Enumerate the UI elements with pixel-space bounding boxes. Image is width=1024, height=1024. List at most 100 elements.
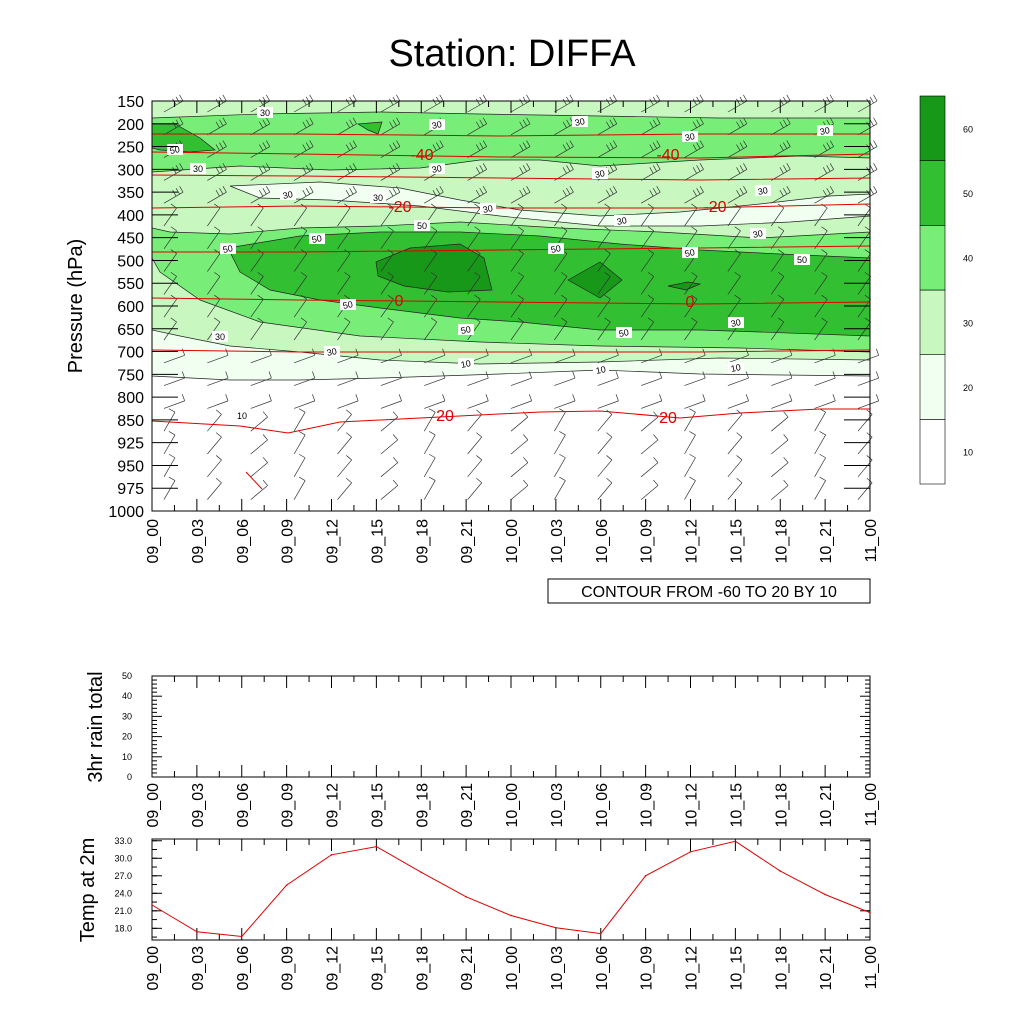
wind-barb: [597, 298, 611, 318]
wind-barb-flag: [517, 203, 524, 209]
wind-barb-flag: [526, 163, 531, 170]
humidity-contour-label: 30: [373, 193, 383, 203]
temperature-point: [734, 840, 737, 843]
wind-barb-flag: [522, 187, 527, 195]
wind-barb-flag: [819, 431, 826, 436]
wind-barb-flag: [869, 187, 874, 195]
wind-barb-flag: [482, 140, 487, 147]
wind-barb-flag: [736, 98, 741, 106]
wind-barb-flag: [606, 98, 611, 106]
temperature-tick-label: 24.0: [114, 888, 132, 898]
wind-barb: [814, 230, 828, 250]
wind-barb: [510, 439, 529, 455]
time-tick-label: 09_12: [325, 783, 342, 828]
contour-labels-layer: 30 30 30 30 30 30 30 30 30 30 30 30 30 30 50 50 50 50 50 50…: [167, 107, 833, 427]
wind-barb: [250, 298, 264, 318]
wind-barb-flag: [349, 165, 354, 172]
wind-barb: [380, 100, 401, 113]
time-tick-label: 10_15: [728, 946, 745, 991]
wind-barb-flag: [257, 272, 264, 277]
wind-barb: [250, 354, 272, 364]
wind-barb: [510, 100, 531, 113]
wind-barb-flag: [265, 117, 271, 124]
wind-barb: [684, 169, 704, 181]
wind-barb-flag: [562, 121, 567, 128]
wind-barb-flag: [829, 163, 834, 170]
humidity-label-bg: [234, 410, 250, 421]
wind-barb-flag: [522, 119, 527, 126]
wind-barb-flag: [170, 226, 177, 232]
wind-barb: [294, 400, 315, 409]
humidity-label-bg: [755, 185, 771, 196]
wind-barb: [554, 207, 568, 227]
wind-barb-flag: [604, 317, 611, 323]
wind-barb-flag: [392, 119, 397, 126]
wind-barb-flag: [522, 142, 527, 149]
wind-barb-flag: [346, 432, 352, 438]
wind-barb-flag: [387, 226, 394, 232]
wind-barb: [857, 146, 878, 158]
wind-barb-flag: [305, 187, 311, 195]
wind-barb-flag: [215, 189, 220, 197]
wind-barb-flag: [692, 144, 697, 151]
time-tick-label: 09_15: [369, 519, 386, 564]
humidity-label-bg: [548, 243, 564, 254]
wind-barb: [771, 191, 791, 204]
wind-barb-flag: [612, 163, 618, 170]
wind-barb: [250, 377, 272, 386]
temperature-point: [465, 895, 467, 898]
time-tick-label: 10_00: [504, 946, 521, 991]
wind-barb-flag: [344, 203, 351, 209]
colorbar-label: 40: [963, 254, 973, 264]
wind-barb: [770, 253, 785, 272]
temperature-contour-line: [151, 151, 871, 159]
humidity-label-bg: [750, 228, 766, 239]
wind-barb: [510, 377, 532, 386]
wind-barb-flag: [526, 117, 531, 124]
wind-barb-flag: [783, 165, 788, 172]
wind-barb-flag: [736, 167, 741, 174]
wind-barb: [467, 276, 481, 295]
wind-barb-flag: [647, 294, 654, 300]
wind-barb: [207, 482, 222, 500]
wind-barb: [337, 100, 357, 113]
wind-barb: [597, 436, 613, 455]
time-tick-label: 09_15: [369, 946, 386, 991]
wind-barb-flag: [696, 142, 701, 149]
time-tick-label: 10_21: [818, 519, 835, 564]
wind-barb-flag: [222, 117, 227, 124]
wind-barb: [380, 321, 394, 341]
wind-barb-flag: [736, 144, 741, 151]
humidity-contour-label: 30: [215, 332, 225, 342]
wind-barb-flag: [302, 144, 307, 151]
humidity-contour-label: 30: [752, 228, 764, 240]
wind-barb-flag: [268, 394, 272, 401]
wind-barb: [293, 100, 314, 113]
temperature-contour-label: 20: [659, 410, 677, 427]
wind-barb: [727, 230, 741, 250]
temperature-point: [285, 884, 288, 886]
wind-barb: [597, 207, 611, 227]
humidity-contour-label: 10: [237, 411, 247, 421]
wind-barb-flag: [561, 317, 568, 323]
wind-barb-flag: [821, 226, 828, 232]
wind-barb-flag: [604, 226, 611, 232]
wind-barb: [423, 253, 438, 272]
wind-barb-flag: [692, 121, 697, 128]
wind-barb: [250, 462, 268, 478]
wind-barb-flag: [215, 167, 220, 174]
wind-barb-flag: [262, 96, 267, 104]
wind-barb-flag: [175, 187, 180, 195]
wind-barb: [597, 354, 619, 364]
wind-barb-flag: [262, 457, 268, 463]
wind-barb: [727, 123, 748, 136]
wind-barb: [771, 169, 791, 181]
temperature-contour-line: [151, 349, 871, 353]
humidity-contour-label: 30: [684, 131, 696, 143]
wind-barb-flag: [873, 163, 878, 170]
wind-barb-flag: [873, 185, 878, 193]
time-tick-label: 09_09: [280, 519, 297, 564]
wind-barb-flag: [430, 317, 438, 323]
wind-barb-flag: [482, 94, 487, 102]
wind-barb: [857, 123, 878, 136]
